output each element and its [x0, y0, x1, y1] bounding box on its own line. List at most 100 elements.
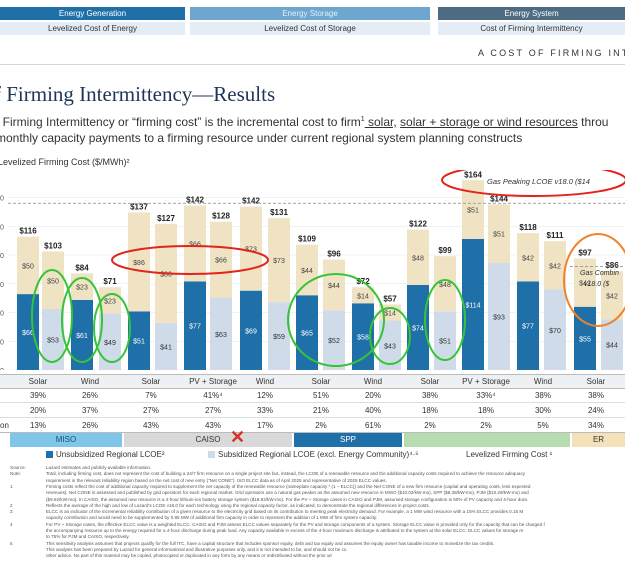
footnote-text: ($9.92/kW-mo). In CAISO, the assumed new… — [46, 496, 527, 502]
table-cell: PV + Storage — [462, 377, 510, 386]
bar-firming-label: $50 — [47, 278, 59, 285]
footnote-text: For PV + Storage cases, the effective EL… — [46, 521, 545, 527]
bar-firming — [42, 251, 64, 310]
bar-lcoe-label: $51 — [133, 339, 145, 346]
table-cell: Solar — [141, 377, 161, 386]
gas-peaking-label: Gas Peaking LCOE v18.0 ($14 — [487, 177, 590, 186]
bar-firming-label: $23 — [104, 298, 116, 305]
subtab-firming[interactable]: Cost of Firming Intermittency — [438, 22, 625, 35]
bar-lcoe-label: $69 — [245, 328, 257, 335]
bar-firming-label: $14 — [357, 293, 369, 300]
annotation-circle — [93, 293, 131, 363]
bar-lcoe-label: $41 — [160, 344, 172, 351]
page-subtitle: f Firming Intermittency or “firming cost… — [0, 112, 608, 146]
bar-total-label: $86 — [605, 261, 619, 270]
bar-firming-label: $42 — [549, 263, 561, 270]
bar-base — [574, 306, 596, 370]
bar-firming-label: $73 — [273, 258, 285, 265]
bar-firming — [352, 287, 374, 304]
bar-total-label: $142 — [186, 196, 204, 205]
bar-firming — [268, 218, 290, 303]
bar-lcoe-label: $93 — [493, 315, 505, 322]
table-cell: 43% — [204, 421, 221, 430]
bar-lcoe-label: $74 — [412, 325, 424, 332]
table-cell: 38% — [534, 391, 551, 400]
bar-lcoe-label: $77 — [189, 324, 201, 331]
footnote-text: This analysis has been prepared by Lazar… — [46, 546, 347, 552]
bar-base — [240, 290, 262, 370]
y-tick-label: 0 — [0, 311, 4, 318]
cross-mark-icon: ✕ — [230, 427, 246, 447]
bar-total-label: $122 — [409, 220, 427, 229]
bar-firming — [601, 271, 623, 320]
footnote-key: Source: — [10, 465, 26, 470]
footnote-text: Total, including firming cost, does not … — [46, 471, 526, 477]
bar-total-label: $111 — [547, 231, 564, 240]
table-cell: Wind — [363, 377, 383, 386]
footnote-text: Lazard estimates and publicly available … — [46, 465, 152, 470]
bar-base — [407, 284, 429, 370]
bar-base — [544, 289, 566, 370]
bar-firming — [128, 212, 150, 312]
bar-total-label: $71 — [103, 277, 117, 286]
bar-firming — [184, 205, 206, 282]
bar-base — [17, 294, 39, 370]
bar-total-label: $128 — [212, 212, 230, 221]
bar-firming — [544, 241, 566, 290]
table-cell: 30% — [534, 406, 551, 415]
subtab-lcoe[interactable]: Levelized Cost of Energy — [0, 22, 185, 35]
table-cell: Wind — [80, 377, 100, 386]
subtab-lcos[interactable]: Levelized Cost of Storage — [190, 22, 430, 35]
footnote-text: Reflects the average of the high and low… — [46, 502, 430, 508]
tab-energy-generation[interactable]: Energy Generation — [0, 7, 185, 20]
footnote-text: the accompanying resource up to the ener… — [46, 528, 524, 533]
bar-base — [99, 313, 121, 370]
bar-base — [601, 319, 623, 370]
table-cell: 34% — [587, 421, 604, 430]
region-caiso: CAISO — [124, 433, 292, 447]
annotation-circle — [441, 170, 625, 197]
bar-base — [184, 281, 206, 370]
bar-lcoe-label: $53 — [47, 338, 59, 345]
tab-energy-storage[interactable]: Energy Storage — [190, 7, 430, 20]
footnote-text: Firming costs reflect the cost of additi… — [46, 483, 531, 489]
bar-base — [42, 309, 64, 370]
bar-base — [462, 238, 484, 370]
table-cell: 27% — [142, 406, 159, 415]
tab-energy-system[interactable]: Energy System — [438, 7, 625, 20]
top-navigation: Energy Generation Energy Storage Energy … — [0, 0, 625, 36]
bar-base — [268, 302, 290, 370]
footnote-key: Note: — [10, 471, 21, 477]
bar-lcoe-label: $61 — [76, 333, 88, 340]
chart-heading: Levelized Firming Cost ($/MWh)² — [0, 157, 130, 167]
divider — [0, 64, 625, 65]
table-cell: Wind — [255, 377, 275, 386]
bar-base — [71, 299, 93, 370]
bar-firming-label: $44 — [301, 268, 313, 275]
bar-firming-label: $66 — [215, 258, 227, 265]
table-row: 20% 37% 27% 27% 33% 21% 40% 18% 18% 30% … — [0, 404, 625, 418]
legend-item-subsidized: Subsidized Regional LCOE (excl. Energy C… — [208, 450, 419, 459]
table-cell: 51% — [312, 391, 329, 400]
table-cell: 26% — [81, 391, 98, 400]
footnote-key: 1 — [10, 483, 13, 489]
footnote-text: other advice. No part of this material m… — [46, 553, 332, 559]
annotation-circle — [369, 307, 411, 365]
table-row: on 13% 26% 43% 43% 17% 2% 61% 2% 2% 5% 3… — [0, 419, 625, 433]
bar-lcoe-label: $52 — [328, 338, 340, 345]
bar-firming-label: $86 — [133, 260, 145, 267]
bar-lcoe-label: $63 — [215, 332, 227, 339]
table-cell: 13% — [29, 421, 46, 430]
bar-firming-label: $48 — [439, 282, 451, 289]
bar-total-label: $109 — [298, 235, 316, 244]
table-cell: 21% — [312, 406, 329, 415]
table-cell: 2% — [480, 421, 492, 430]
table-cell: 43% — [142, 421, 159, 430]
section-kicker: A COST OF FIRMING INTER — [478, 48, 625, 58]
chart-legend: Unsubsidized Regional LCOE² Subsidized R… — [0, 450, 625, 462]
bar-firming-label: $66 — [189, 242, 201, 249]
bar-firming — [17, 236, 39, 295]
bar-total-label: $103 — [44, 242, 62, 251]
table-row-label: on — [0, 421, 9, 430]
subtitle-part-1: f Firming Intermittency or “firming cost… — [0, 115, 361, 129]
